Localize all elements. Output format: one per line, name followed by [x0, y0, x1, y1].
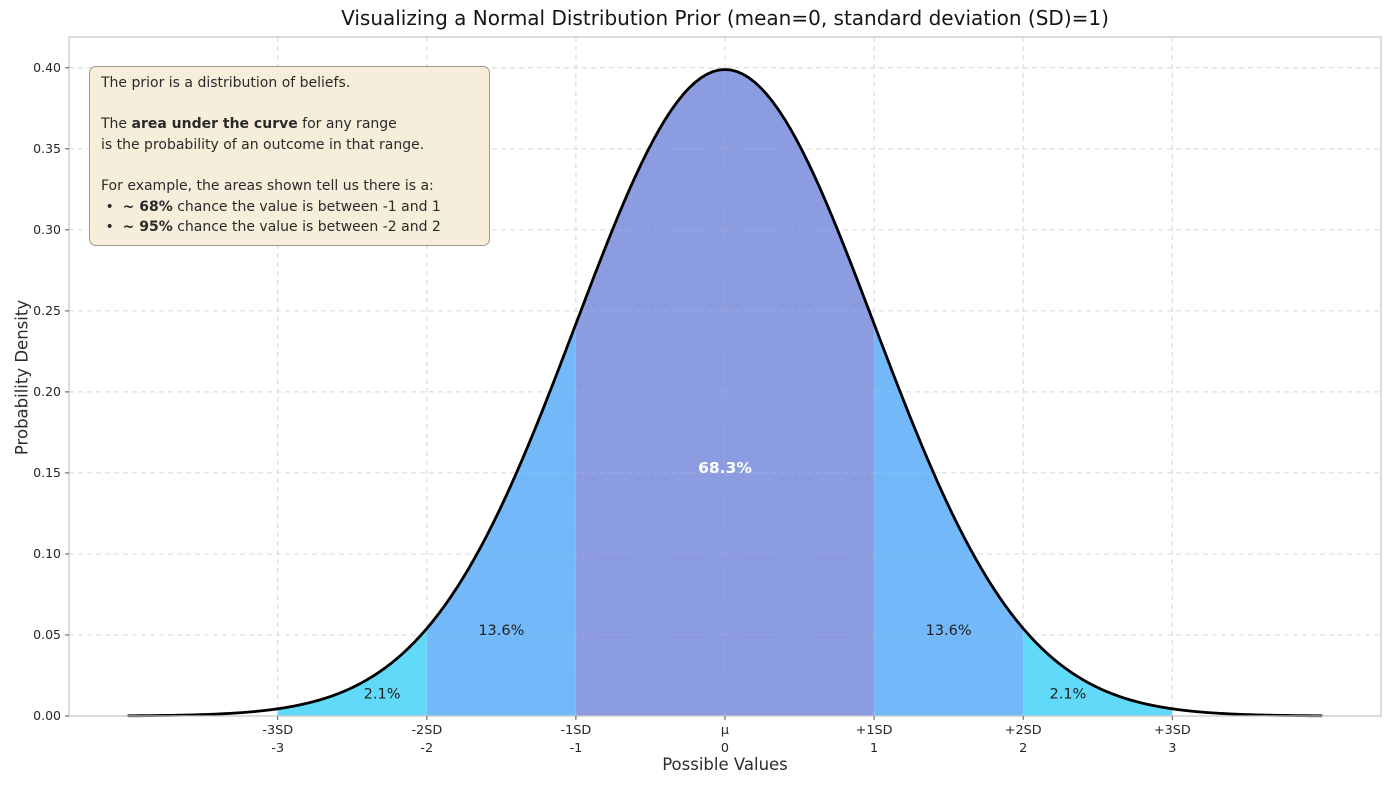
shaded-region-2-to-3	[1023, 628, 1173, 716]
x-tick-label-value: 2	[1019, 741, 1027, 756]
annotation-line: For example, the areas shown tell us the…	[101, 176, 478, 197]
annotation-text: •	[101, 198, 123, 215]
annotation-text: for any range	[297, 116, 397, 133]
annotation-text: For example, the areas shown tell us the…	[101, 177, 434, 194]
x-tick-label-value: -3	[271, 741, 284, 756]
y-tick-label: 0.05	[33, 627, 61, 642]
annotation-line: • ~ 68% chance the value is between -1 a…	[101, 197, 478, 218]
chart-title: Visualizing a Normal Distribution Prior …	[341, 6, 1109, 30]
x-tick-label-value: 3	[1168, 741, 1176, 756]
y-tick-label: 0.20	[33, 384, 61, 399]
annotation-line: The area under the curve for any range	[101, 114, 478, 135]
annotation-text: •	[101, 219, 123, 236]
y-tick-label: 0.35	[33, 141, 61, 156]
x-tick-label-value: -1	[570, 741, 583, 756]
annotation-line	[101, 155, 478, 176]
region-percent-label: 2.1%	[364, 686, 401, 702]
y-tick-label: 0.15	[33, 465, 61, 480]
y-tick-label: 0.10	[33, 546, 61, 561]
annotation-line	[101, 94, 478, 115]
region-percent-label: 68.3%	[698, 459, 752, 477]
annotation-emphasis: ~ 68%	[122, 198, 173, 215]
x-tick-label-value: 0	[721, 741, 729, 756]
y-axis-label: Probability Density	[12, 299, 32, 456]
x-axis-label: Possible Values	[662, 755, 788, 774]
annotation-text: chance the value is between -2 and 2	[172, 219, 441, 236]
region-percent-label: 13.6%	[478, 623, 524, 639]
x-tick-label-sd: -2SD	[411, 723, 442, 738]
x-tick-label-sd: +1SD	[856, 723, 893, 738]
shaded-region--3-to--2	[277, 628, 427, 716]
x-tick-label-sd: μ	[721, 723, 729, 738]
shaded-region--1-to-1	[575, 69, 875, 716]
annotation-emphasis: ~ 95%	[122, 219, 173, 236]
annotation-line: is the probability of an outcome in that…	[101, 135, 478, 156]
annotation-text: The	[101, 116, 132, 133]
y-tick-label: 0.00	[33, 708, 61, 723]
x-tick-label-value: 1	[870, 741, 878, 756]
annotation-text: chance the value is between -1 and 1	[172, 198, 441, 215]
x-tick-label-sd: -3SD	[262, 723, 293, 738]
annotation-text: The prior is a distribution of beliefs.	[101, 75, 351, 91]
annotation-text: is the probability of an outcome in that…	[101, 136, 425, 153]
annotation-line: The prior is a distribution of beliefs.	[101, 73, 478, 94]
x-tick-label-sd: +2SD	[1005, 723, 1042, 738]
x-tick-label-sd: -1SD	[561, 723, 592, 738]
region-percent-label: 13.6%	[926, 623, 972, 639]
region-percent-label: 2.1%	[1049, 686, 1086, 702]
x-tick-label-sd: +3SD	[1154, 723, 1191, 738]
normal-curve	[127, 68, 1323, 718]
y-tick-label: 0.40	[33, 60, 61, 75]
y-tick-label: 0.30	[33, 222, 61, 237]
y-tick-label: 0.25	[33, 303, 61, 318]
annotation-box: The prior is a distribution of beliefs. …	[89, 66, 490, 246]
annotation-emphasis: area under the curve	[131, 116, 298, 133]
annotation-line: • ~ 95% chance the value is between -2 a…	[101, 217, 478, 238]
x-tick-label-value: -2	[420, 741, 433, 756]
